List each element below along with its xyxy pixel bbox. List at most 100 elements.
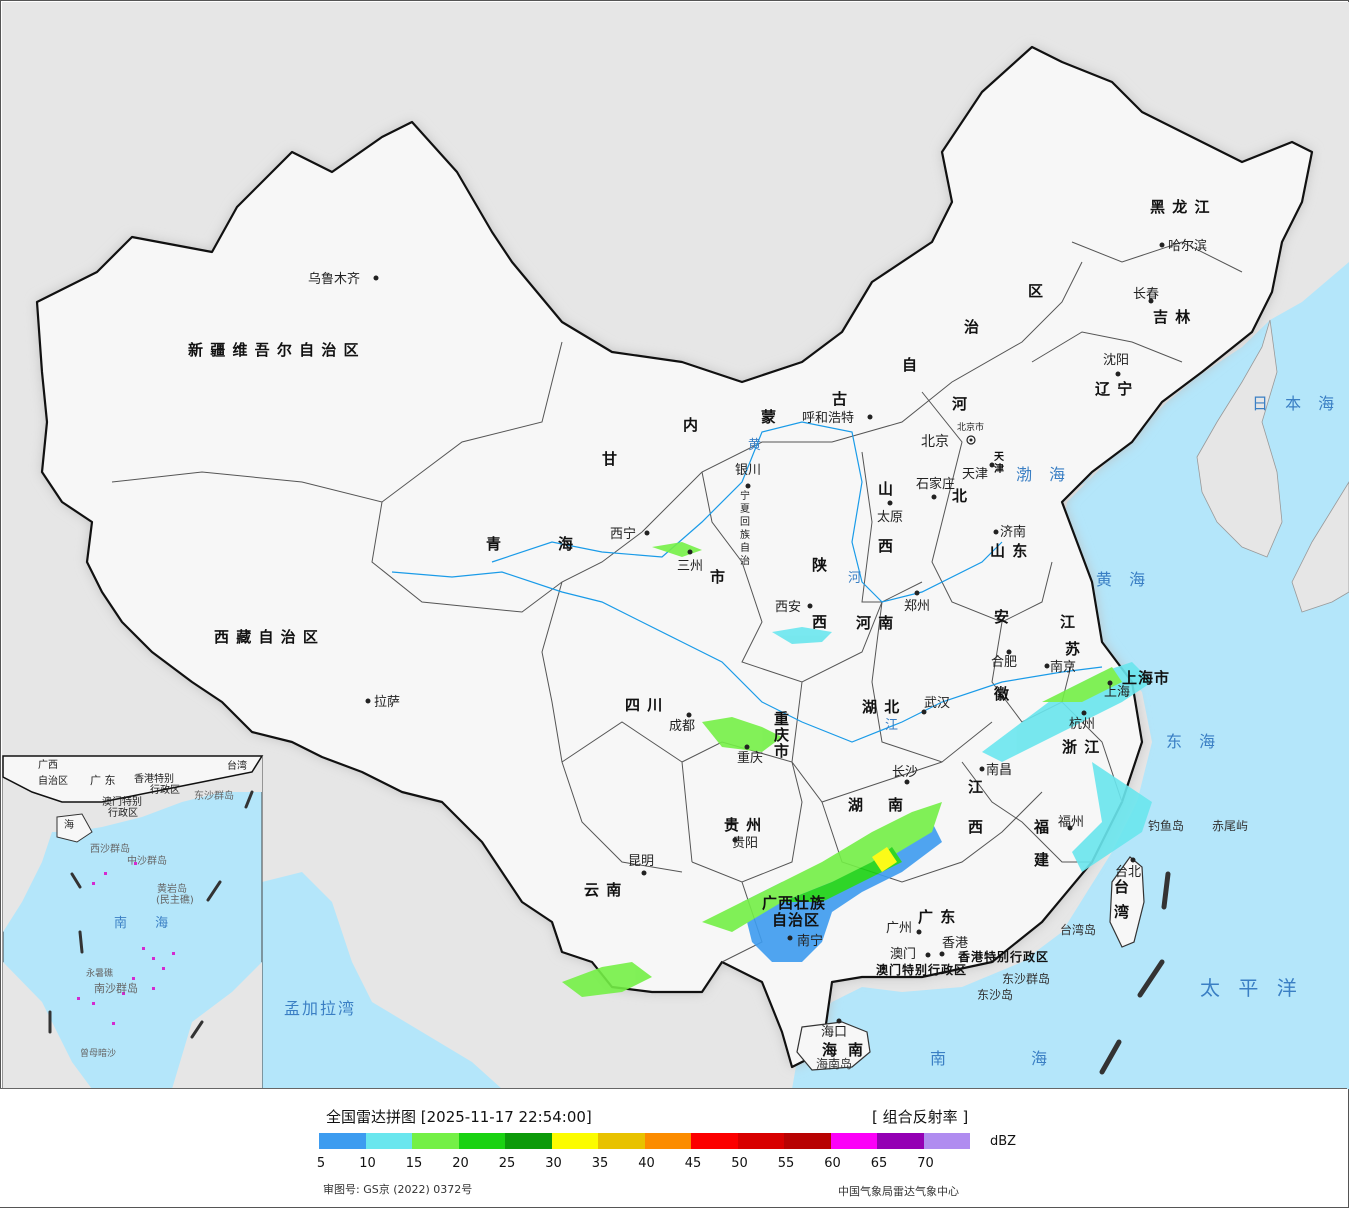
scale-tick-label: 15 [405,1156,423,1171]
province-labels: 新 疆 维 吾 尔 自 治 区 西 藏 自 治 区 青 海 甘 内 蒙 古 自 … [188,198,1210,1059]
hainan-island [796,1021,871,1071]
scale-tick-label: 30 [545,1156,562,1171]
label-xianggang: 香港特别行政区 [957,949,1049,964]
scale-swatch [458,1133,505,1149]
scale-swatch [784,1133,831,1149]
sea-huanghai: 黄 海 [1096,570,1151,589]
label-qinghai-a: 青 [486,535,502,553]
label-neimenggu-1: 蒙 [761,408,777,426]
city-tianjin: 天津 [962,467,988,482]
city-hefei: 合肥 [991,655,1017,670]
scale-swatch [877,1133,924,1149]
label-heilongjiang: 黑 龙 江 [1150,198,1210,216]
label-chongqing-c: 市 [774,742,790,760]
label-neimenggu-2: 古 [832,390,848,408]
scale-swatch [830,1133,877,1149]
inset-guangxi: 广西 [38,759,58,771]
scale-swatch [412,1133,459,1149]
data-source: 中国气象局雷达气象中心 [838,1185,959,1198]
city-guangzhou: 广州 [886,921,912,936]
inset-aomen2: 行政区 [108,806,138,819]
label-hebei-a: 河 [952,395,968,413]
scale-swatch [691,1133,738,1149]
island-chiwei: 赤尾屿 [1212,819,1248,833]
scale-swatch [319,1133,366,1149]
scale-swatch [551,1133,598,1149]
label-taiwan-b: 湾 [1114,903,1130,921]
city-taiyuan: 太原 [877,510,903,525]
inset-xianggang2: 行政区 [150,783,180,796]
scale-tick-label: 25 [498,1156,516,1171]
svg-text:回: 回 [740,516,750,528]
inset-dongsha: 东沙群岛 [194,789,234,802]
scale-tick-label: 60 [824,1156,841,1171]
label-shanxi-b: 西 [878,537,894,555]
label-fujian-b: 建 [1034,851,1050,869]
scale-swatch [923,1133,970,1149]
inset-huangyan: 黄岩岛 [157,882,187,895]
korea-land [1196,319,1283,558]
city-chengdu: 成都 [669,719,695,734]
sea-riben: 日 本 海 [1252,394,1340,413]
city-hohhot: 呼和浩特 [802,411,854,426]
legend-panel: 全国雷达拼图 [2025-11-17 22:54:00] [ 组合反射率 ] d… [0,1088,1347,1207]
label-yunnan: 云 南 [584,881,622,899]
label-jiangxi-a: 江 [968,778,984,796]
label-gansu: 甘 [602,450,618,468]
label-shaanxi-b: 西 [812,613,828,631]
city-hangzhou: 杭州 [1069,717,1095,732]
scale-tick-label: 10 [359,1156,376,1171]
sea-mengjiala: 孟加拉湾 [284,999,356,1018]
scale-tick-label: 70 [917,1156,934,1171]
approval-number: 审图号: GS京 (2022) 0372号 [323,1183,473,1196]
city-lanzhou: 三州 [677,559,703,574]
label-henan: 河 南 [856,614,894,632]
inset-xisha: 西沙群岛 [90,842,130,855]
scale-tick-label: 65 [870,1156,888,1171]
river-huang: 黄 [748,438,761,453]
label-xizang: 西 藏 自 治 区 [214,628,319,646]
city-wuhan: 武汉 [924,696,950,711]
city-xian: 西安 [775,600,801,615]
label-hainan-a: 海 [822,1041,838,1059]
label-guangxi-a: 广西壮族 [762,894,826,912]
island-dongsha-dao: 东沙岛 [977,987,1013,1002]
island-labels: 钓鱼岛 赤尾屿 台湾岛 东沙群岛 东沙岛 海南岛 [816,818,1248,1071]
label-neimenggu-0: 内 [683,416,699,434]
color-scale [319,1133,970,1149]
scale-tick-label: 55 [777,1156,795,1171]
japan-land [1291,481,1349,613]
sea-bay-bengal [262,872,502,1089]
inset-guangxi2: 自治区 [38,774,68,787]
island-taiwan: 台湾岛 [1060,922,1096,937]
label-shandong: 山 东 [990,542,1028,560]
inset-zengmu: 曾母暗沙 [80,1047,116,1059]
label-sichuan: 四 川 [625,696,663,714]
label-aomen: 澳门特别行政区 [876,962,967,977]
label-jiangsu-a: 江 [1060,613,1076,631]
inset-hainan: 海 [64,818,74,831]
city-guiyang: 贵阳 [732,836,758,851]
label-taiwan-a: 台 [1114,878,1130,896]
label-neimenggu-4: 治 [964,318,980,336]
legend-unit: dBZ [990,1134,1017,1149]
city-taibei: 台北 [1115,865,1141,880]
label-guizhou: 贵 州 [724,816,762,834]
inset-zhongsha: 中沙群岛 [127,854,167,867]
china-land [35,45,1314,1069]
label-jiangsu-b: 苏 [1065,640,1081,658]
label-chongqing-b: 庆 [774,726,790,744]
scale-tick-label: 50 [731,1156,748,1171]
sea-labels: 日 本 海 渤 海 黄 海 东 海 太 平 洋 南 海 孟加拉湾 黄 河 江 [284,394,1340,1068]
label-guangdong: 广 东 [918,908,956,926]
city-shanghai: 上海 [1104,685,1130,700]
city-shenyang: 沈阳 [1103,353,1129,368]
legend-title: 全国雷达拼图 [2025-11-17 22:54:00] [326,1108,592,1126]
scale-tick-label: 45 [684,1156,702,1171]
sea-nanhai: 南 海 [930,1049,1087,1068]
label-xinjiang: 新 疆 维 吾 尔 自 治 区 [188,341,360,359]
scale-swatch [505,1133,552,1149]
label-beijing-small: 北京市 [957,421,984,433]
city-yinchuan: 银川 [735,463,761,478]
